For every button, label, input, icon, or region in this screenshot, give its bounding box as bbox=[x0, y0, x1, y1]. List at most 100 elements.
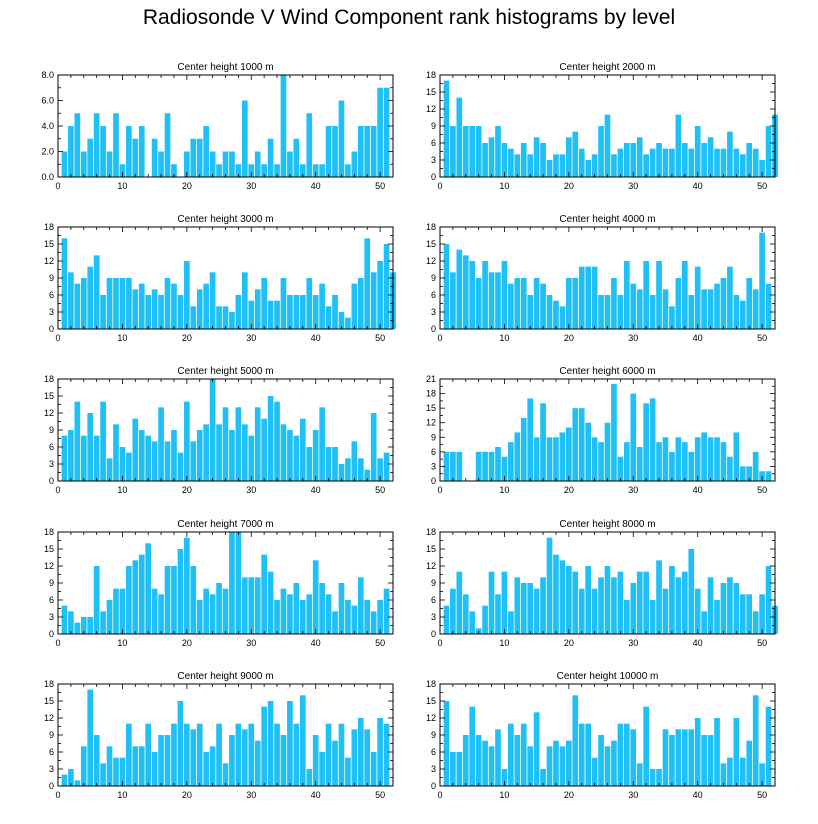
bar bbox=[720, 278, 727, 329]
bar bbox=[306, 594, 313, 635]
bar bbox=[280, 424, 287, 482]
bar bbox=[527, 154, 534, 178]
bar bbox=[585, 422, 592, 482]
bar bbox=[669, 566, 675, 634]
chart-main-title: Radiosonde V Wind Component rank histogr… bbox=[142, 6, 676, 29]
bar bbox=[332, 740, 338, 786]
bar bbox=[164, 566, 171, 634]
bar bbox=[514, 278, 521, 329]
bar bbox=[630, 729, 637, 787]
bar bbox=[450, 451, 456, 481]
bar bbox=[649, 295, 656, 329]
y-tick-label: 6 bbox=[49, 595, 54, 605]
y-tick-label: 9 bbox=[49, 578, 54, 588]
bar bbox=[287, 594, 293, 635]
bar bbox=[222, 763, 229, 787]
bar bbox=[383, 588, 390, 634]
bar bbox=[196, 600, 203, 634]
x-tick-label: 50 bbox=[757, 181, 767, 191]
bar bbox=[293, 723, 300, 786]
bar bbox=[299, 164, 306, 177]
bar bbox=[559, 154, 566, 178]
bar bbox=[591, 154, 598, 178]
x-tick-label: 40 bbox=[693, 333, 703, 343]
bar bbox=[501, 769, 508, 786]
y-tick-label: 9 bbox=[431, 578, 436, 588]
bar bbox=[462, 126, 469, 177]
bar bbox=[540, 143, 546, 177]
bar bbox=[383, 244, 390, 329]
bar bbox=[61, 605, 68, 634]
bar bbox=[688, 729, 695, 787]
bar bbox=[578, 266, 585, 329]
bar bbox=[106, 278, 113, 329]
bar bbox=[578, 588, 585, 634]
bar bbox=[319, 752, 325, 786]
bar bbox=[649, 398, 656, 481]
bar bbox=[707, 289, 714, 330]
bar bbox=[171, 283, 177, 329]
bar bbox=[351, 283, 358, 329]
bar bbox=[643, 571, 649, 634]
bar bbox=[694, 718, 701, 786]
bar bbox=[727, 757, 733, 786]
bar bbox=[229, 532, 235, 634]
bar bbox=[469, 126, 476, 177]
y-tick-label: 9 bbox=[431, 121, 436, 131]
bar bbox=[138, 554, 145, 634]
bar bbox=[87, 266, 94, 329]
bar bbox=[495, 272, 501, 330]
bar bbox=[209, 151, 216, 177]
bar bbox=[701, 143, 707, 177]
bar bbox=[145, 543, 152, 635]
bar bbox=[164, 441, 171, 482]
bar bbox=[727, 131, 733, 177]
bar bbox=[611, 740, 617, 786]
bar bbox=[585, 566, 592, 634]
bar bbox=[68, 430, 74, 481]
bar bbox=[566, 137, 572, 178]
bar bbox=[325, 447, 332, 481]
bar bbox=[254, 740, 261, 786]
bar bbox=[495, 729, 501, 787]
y-tick-label: 18 bbox=[44, 679, 54, 689]
bar bbox=[553, 554, 559, 634]
bar bbox=[611, 278, 617, 329]
bar bbox=[184, 151, 190, 177]
bar bbox=[566, 740, 572, 786]
y-tick-label: 18 bbox=[44, 374, 54, 384]
x-tick-label: 40 bbox=[311, 333, 321, 343]
bar bbox=[158, 594, 164, 635]
x-tick-label: 10 bbox=[499, 790, 509, 800]
bar bbox=[196, 138, 203, 177]
bar bbox=[299, 418, 306, 481]
bar bbox=[287, 151, 293, 177]
bar bbox=[306, 113, 313, 177]
bar bbox=[527, 583, 534, 634]
x-tick-label: 30 bbox=[628, 181, 638, 191]
bar bbox=[332, 447, 338, 481]
bar bbox=[566, 427, 572, 482]
bar bbox=[377, 458, 383, 482]
bar bbox=[345, 317, 351, 329]
bar bbox=[681, 261, 688, 329]
bar bbox=[267, 396, 274, 481]
bar bbox=[681, 571, 688, 634]
x-tick-label: 20 bbox=[564, 333, 574, 343]
bar bbox=[151, 588, 158, 634]
bar bbox=[572, 278, 579, 329]
bar bbox=[261, 278, 267, 329]
bar bbox=[274, 300, 280, 329]
bar bbox=[469, 261, 476, 329]
bar bbox=[151, 752, 158, 786]
bar bbox=[145, 723, 152, 786]
bar bbox=[151, 138, 158, 177]
bar bbox=[80, 435, 87, 481]
bar bbox=[100, 611, 106, 635]
bar bbox=[80, 617, 87, 634]
y-tick-label: 8.0 bbox=[41, 70, 54, 80]
bar bbox=[746, 466, 753, 481]
y-tick-label: 9 bbox=[431, 273, 436, 283]
bar bbox=[364, 600, 371, 634]
x-tick-label: 30 bbox=[628, 485, 638, 495]
